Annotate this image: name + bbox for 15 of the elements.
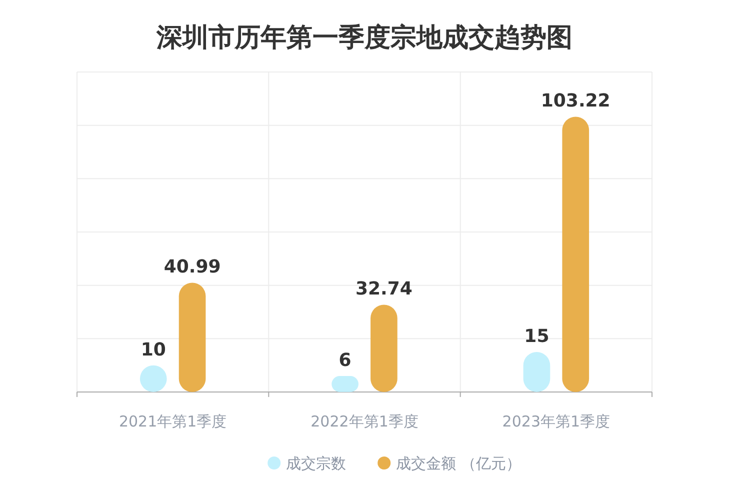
x-tick-label: 2022年第1季度 [310, 412, 418, 431]
bar [562, 116, 590, 392]
data-label: 103.22 [540, 90, 610, 112]
data-label: 15 [524, 326, 550, 347]
bar [370, 304, 398, 392]
legend-label: 成交金额 （亿元） [396, 454, 521, 472]
bar [178, 282, 206, 392]
data-label: 10 [140, 339, 166, 360]
x-tick-label: 2021年第1季度 [118, 412, 227, 431]
chart-title: 深圳市历年第一季度宗地成交趋势图 [156, 23, 572, 53]
data-label: 32.74 [355, 278, 412, 300]
legend-label: 成交宗数 [286, 454, 346, 472]
x-tick-label: 2023年第1季度 [502, 412, 610, 431]
data-label: 40.99 [164, 256, 221, 278]
data-label: 6 [338, 350, 352, 371]
